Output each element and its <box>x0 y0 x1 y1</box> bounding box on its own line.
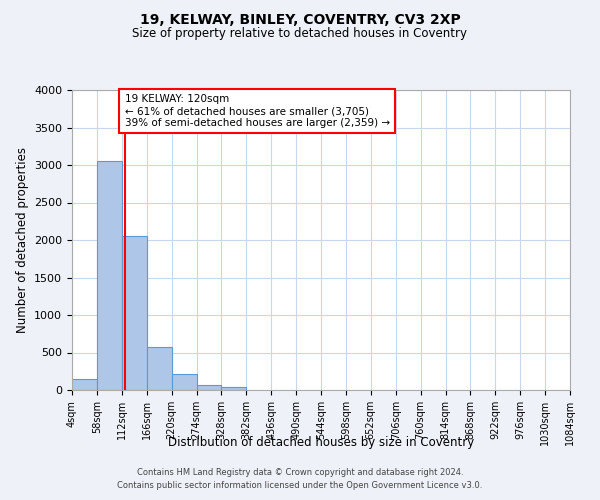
Bar <box>122 236 146 390</box>
Y-axis label: Number of detached properties: Number of detached properties <box>16 147 29 333</box>
Bar <box>197 385 221 390</box>
Text: 19, KELWAY, BINLEY, COVENTRY, CV3 2XP: 19, KELWAY, BINLEY, COVENTRY, CV3 2XP <box>140 12 460 26</box>
Text: Contains public sector information licensed under the Open Government Licence v3: Contains public sector information licen… <box>118 480 482 490</box>
Text: Distribution of detached houses by size in Coventry: Distribution of detached houses by size … <box>168 436 474 449</box>
Bar <box>172 374 197 390</box>
Text: 19 KELWAY: 120sqm
← 61% of detached houses are smaller (3,705)
39% of semi-detac: 19 KELWAY: 120sqm ← 61% of detached hous… <box>125 94 389 128</box>
Text: Contains HM Land Registry data © Crown copyright and database right 2024.: Contains HM Land Registry data © Crown c… <box>137 468 463 477</box>
Text: Size of property relative to detached houses in Coventry: Size of property relative to detached ho… <box>133 28 467 40</box>
Bar <box>221 387 246 390</box>
Bar <box>97 160 122 390</box>
Bar <box>72 379 97 390</box>
Bar <box>146 347 172 390</box>
